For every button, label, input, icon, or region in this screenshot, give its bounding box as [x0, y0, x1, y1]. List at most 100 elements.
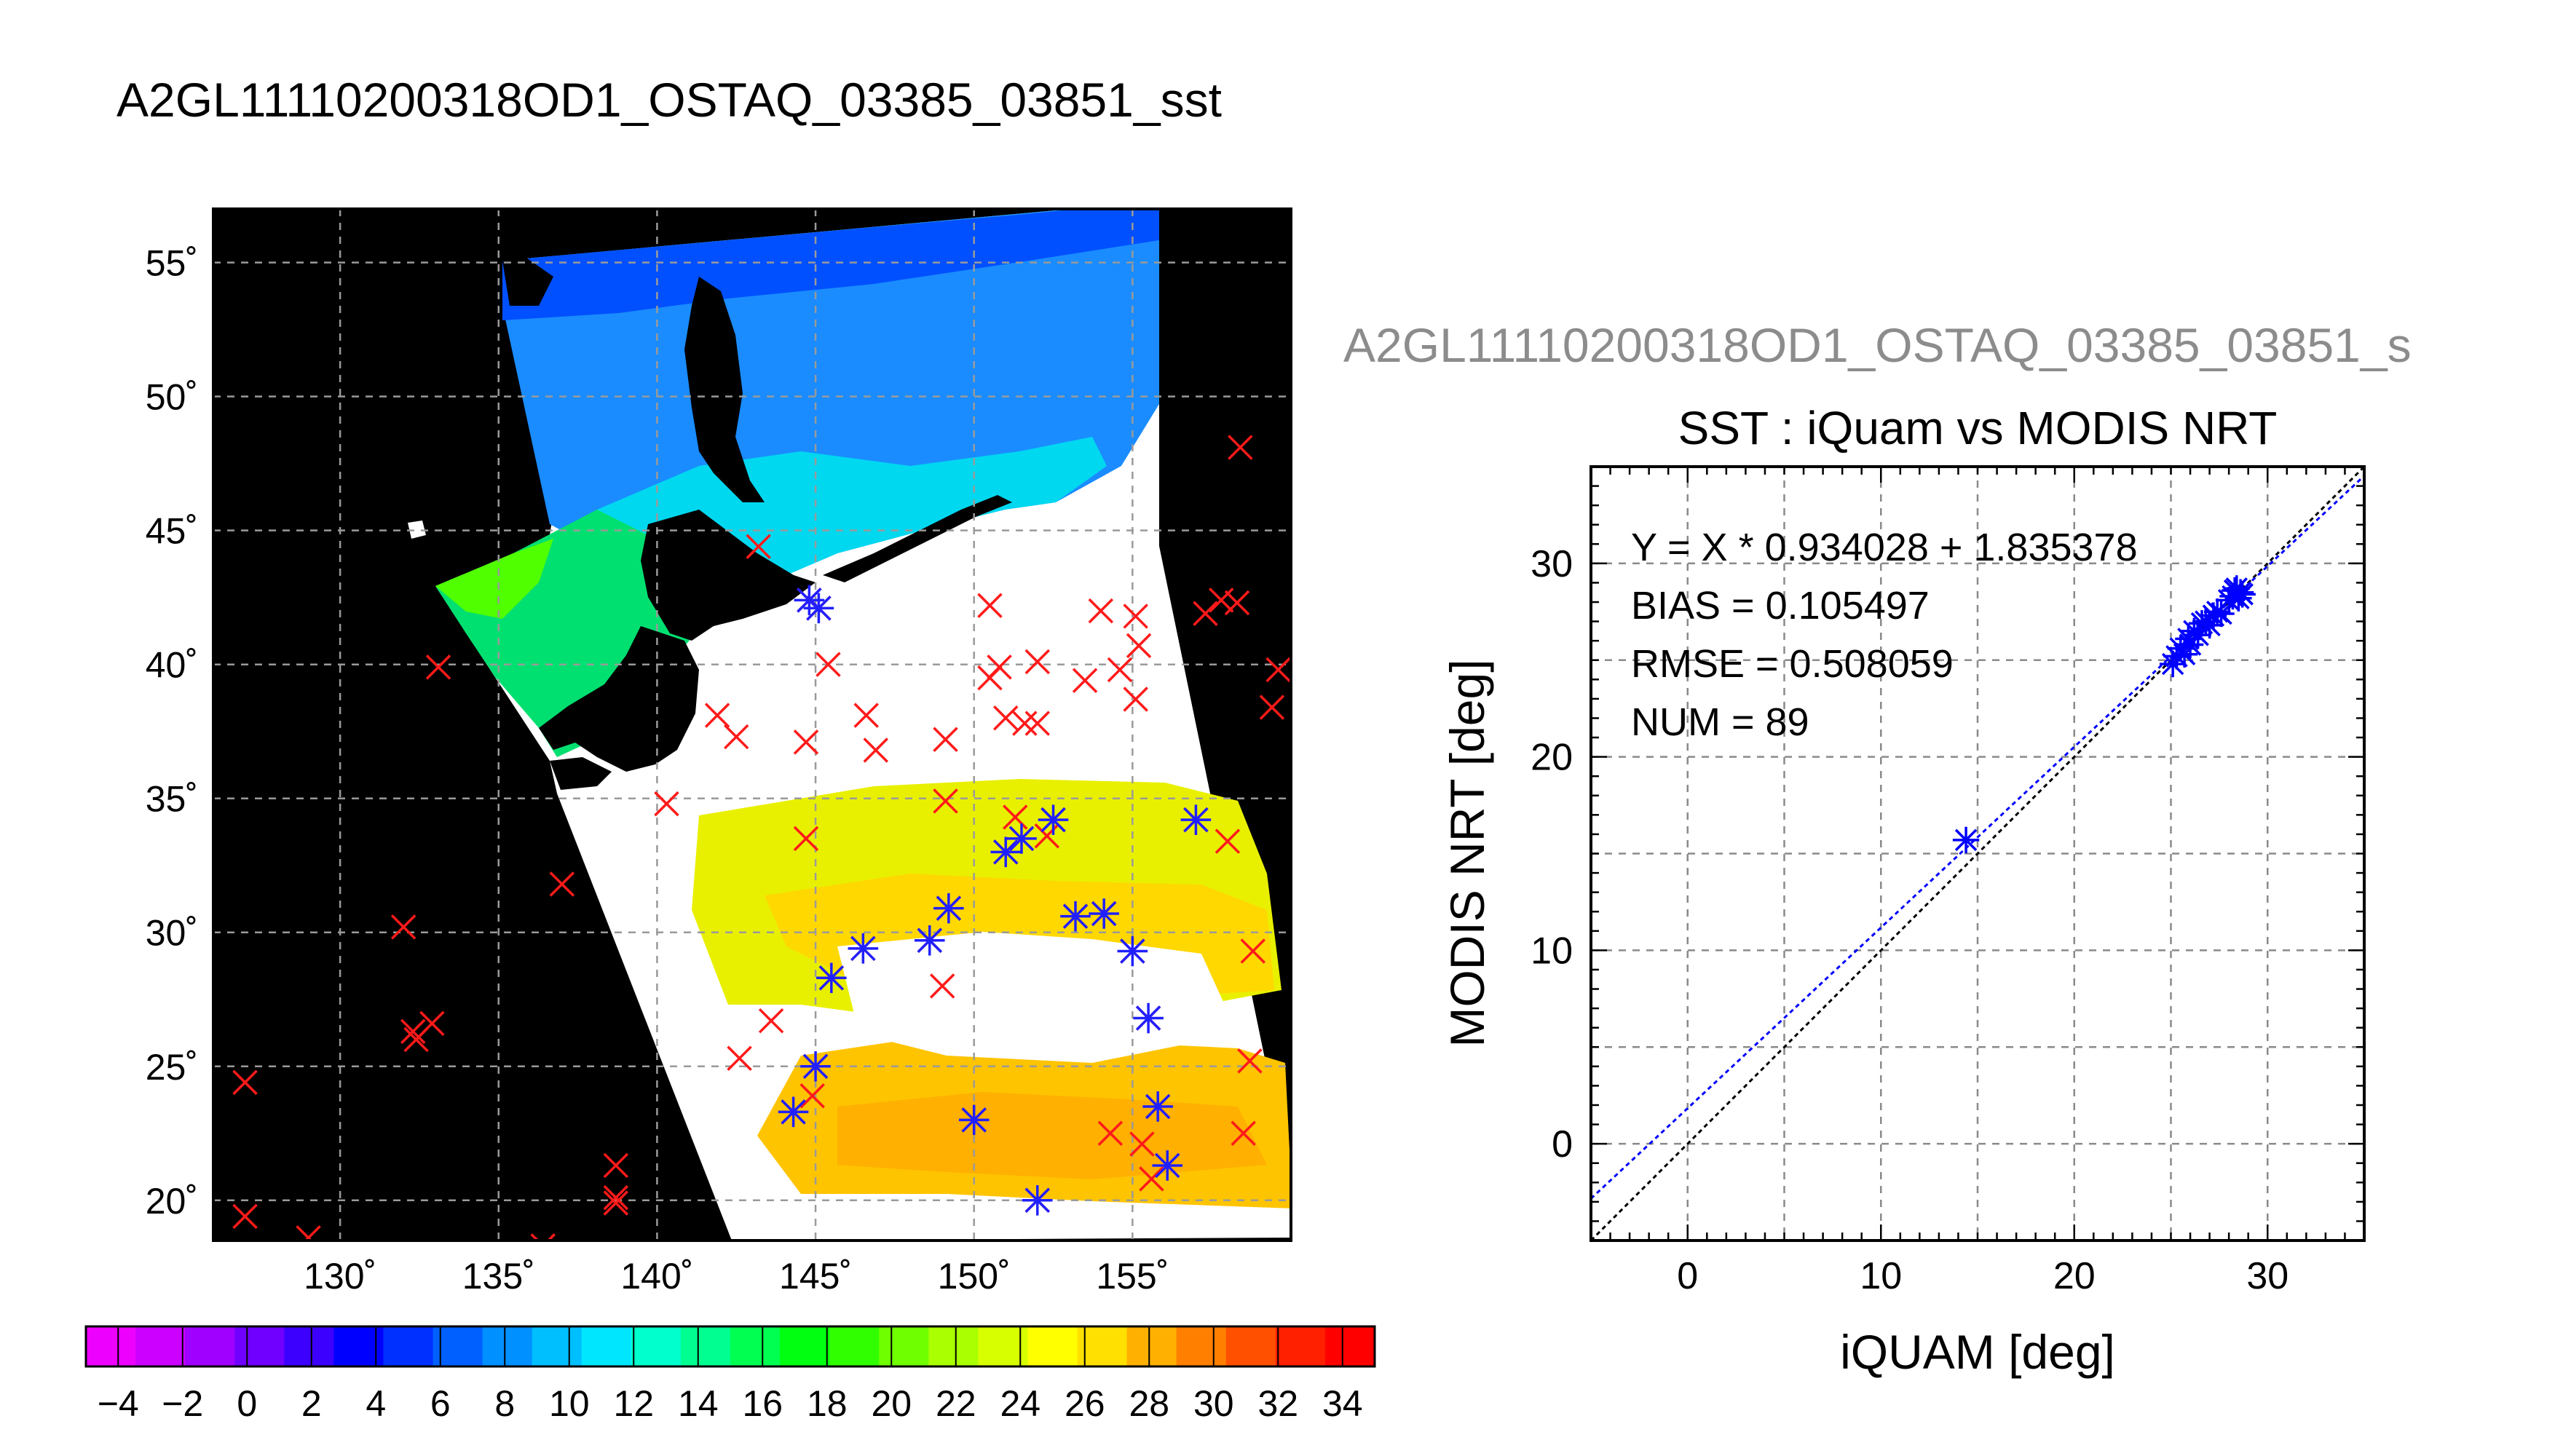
map-marker-matched-blue [1142, 1091, 1173, 1122]
sea-green-west [435, 539, 553, 619]
map-marker-unmatched [933, 788, 958, 814]
colorbar-tick-label: 6 [430, 1383, 451, 1424]
map-marker-unmatched [1139, 1166, 1164, 1192]
scatter-points [1952, 575, 2256, 854]
map-marker-matched-blue [803, 593, 834, 624]
scatter-y-tick-label: 0 [1552, 1123, 1573, 1166]
map-marker-unmatched [603, 1152, 629, 1179]
map-marker-unmatched [1129, 1131, 1155, 1157]
scatter-y-label: MODIS NRT [deg] [1440, 659, 1494, 1047]
cloud-patch-south [837, 932, 1238, 1063]
map-marker-unmatched [603, 1184, 629, 1211]
colorbar-cell [829, 1326, 880, 1366]
map-frame [212, 207, 1292, 1242]
map-lat-tick-label: 20˚ [146, 1181, 198, 1222]
map-marker-unmatched [1034, 823, 1060, 849]
map-lat-axis: 55˚ 50˚ 45˚ 40˚ 35˚ 30˚ 25˚ 20˚ [146, 243, 198, 1222]
map-lat-tick-label: 50˚ [146, 377, 198, 418]
map-marker-matched-blue [958, 1104, 990, 1136]
scatter-grid [1591, 467, 2364, 1241]
scatter-point [1952, 826, 1980, 854]
colorbar-cell [680, 1326, 731, 1366]
map-marker-unmatched [1024, 711, 1051, 736]
map-marker-matched-blue [1022, 1184, 1053, 1216]
colorbar-frame [84, 1325, 1376, 1368]
map-marker-unmatched [1088, 598, 1114, 624]
colorbar-cell [730, 1326, 781, 1366]
map-marker-unmatched [933, 727, 958, 752]
sst-map-panel: 55˚ 50˚ 45˚ 40˚ 35˚ 30˚ 25˚ 20˚ 130˚ 135˚ 140˚ 145… [146, 207, 1292, 1297]
map-marker-matched-blue [1089, 898, 1119, 929]
map-lat-tick-label: 30˚ [146, 913, 198, 954]
map-marker-matched-blue [816, 962, 847, 994]
map-marker-matched-blue [1117, 935, 1148, 967]
map-marker-unmatched [1228, 435, 1253, 460]
map-marker-unmatched [1259, 695, 1285, 720]
colorbar-cell [1126, 1326, 1177, 1366]
map-marker-matched-blue [1006, 823, 1037, 854]
map-marker-unmatched [992, 705, 1019, 731]
map-marker-unmatched [1231, 1120, 1256, 1147]
map-markers [232, 435, 1291, 1241]
map-marker-unmatched [723, 724, 749, 750]
map-marker-matched-blue [1180, 804, 1212, 835]
map-marker-unmatched [1265, 657, 1291, 683]
land-kurils [823, 495, 1012, 582]
map-lat-tick-label: 55˚ [146, 243, 198, 284]
scatter-y-tick-label: 20 [1531, 737, 1573, 779]
map-marker-unmatched [1123, 687, 1148, 712]
stats-box: Y = X * 0.934028 + 1.835378 BIAS = 0.1054… [1631, 526, 2138, 744]
colorbar-tick-label: 26 [1065, 1383, 1105, 1424]
colorbar-cell [234, 1326, 285, 1366]
scatter-title: SST : iQuam vs MODIS NRT [1678, 402, 2278, 454]
colorbar-tick-label: 8 [494, 1383, 515, 1424]
colorbar-cell [185, 1326, 236, 1366]
map-marker-matched-blue [933, 893, 964, 924]
map-marker-unmatched [603, 1190, 629, 1216]
map-lat-tick-label: 25˚ [146, 1047, 198, 1088]
map-marker-matched-blue [990, 836, 1022, 868]
colorbar-cell [1077, 1326, 1128, 1366]
map-marker-matched-blue [1060, 901, 1091, 932]
map-marker-unmatched [1072, 668, 1098, 694]
map-lat-tick-label: 45˚ [146, 511, 198, 552]
map-marker-unmatched [232, 1203, 258, 1230]
map-marker-unmatched [1208, 587, 1234, 613]
map-marker-unmatched [403, 1026, 429, 1053]
map-lon-tick-label: 140˚ [620, 1256, 693, 1297]
land-kyushu [550, 757, 612, 790]
sea-deep-blue-north [502, 209, 1159, 320]
colorbar-cell [482, 1326, 533, 1366]
map-marker-unmatched [1126, 633, 1152, 659]
identity-line [1591, 467, 2364, 1241]
colorbar-cell [631, 1326, 682, 1366]
stats-line: Y = X * 0.934028 + 1.835378 [1631, 526, 2138, 569]
map-marker-unmatched [816, 652, 841, 677]
colorbar-tick-label: 24 [1000, 1383, 1040, 1424]
colorbar-tick-label: 22 [936, 1383, 976, 1424]
colorbar-cell [433, 1326, 483, 1366]
colorbar-cell [1027, 1326, 1078, 1366]
colorbar-cell [581, 1326, 632, 1366]
colorbar-tick-label: 18 [807, 1383, 848, 1424]
scatter-x-tick-label: 30 [2246, 1255, 2289, 1297]
map-lon-tick-label: 130˚ [304, 1256, 376, 1297]
colorbar-cell [879, 1326, 930, 1366]
scatter-x-tick-label: 10 [1860, 1255, 1902, 1297]
scatter-point [2223, 575, 2250, 602]
colorbar-cell [1176, 1326, 1227, 1366]
map-marker-unmatched [1012, 711, 1038, 736]
colorbar-cell [1225, 1326, 1276, 1366]
scatter-x-label: iQUAM [deg] [1840, 1325, 2115, 1379]
scatter-x-axis: 0 10 20 30 [1677, 1255, 2289, 1297]
map-marker-unmatched [1224, 590, 1250, 616]
map-marker-unmatched [929, 973, 955, 999]
scatter-frame [1590, 465, 2366, 1242]
map-marker-unmatched [1003, 804, 1028, 830]
map-marker-unmatched [1240, 938, 1266, 964]
stats-line: BIAS = 0.105497 [1631, 584, 1930, 628]
map-lon-tick-label: 145˚ [779, 1256, 852, 1297]
map-marker-unmatched [987, 654, 1012, 680]
colorbar-cell [928, 1326, 979, 1366]
